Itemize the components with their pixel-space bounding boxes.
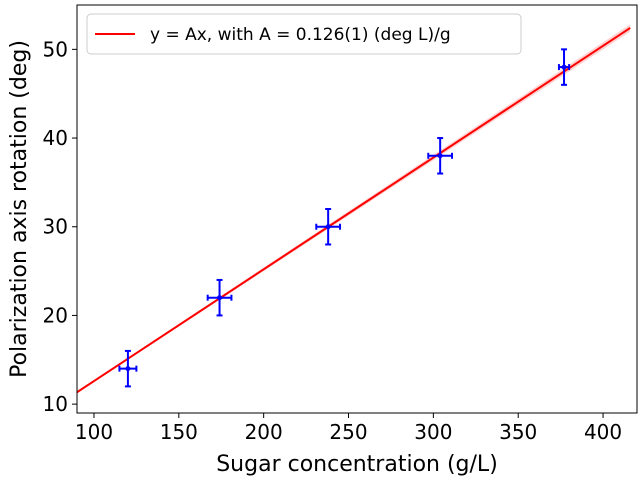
data-point-1 — [118, 349, 138, 388]
y-tick-label: 10 — [43, 392, 68, 416]
data-point-marker — [217, 295, 223, 301]
x-tick-label: 100 — [75, 420, 113, 444]
plot-frame — [76, 4, 638, 414]
y-tick-label: 40 — [43, 126, 68, 150]
x-tick-label: 200 — [245, 420, 283, 444]
data-point-marker — [437, 153, 443, 159]
x-tick-label: 250 — [329, 420, 367, 444]
legend-frame — [86, 13, 522, 55]
x-axis-label: Sugar concentration (g/L) — [216, 452, 498, 477]
x-tick-label: 150 — [160, 420, 198, 444]
fit-line — [77, 27, 631, 394]
data-point-marker — [561, 64, 567, 70]
legend: y = Ax, with A = 0.126(1) (deg L)/g — [86, 13, 522, 55]
y-tick-label: 20 — [43, 303, 68, 327]
data-point-marker — [125, 366, 131, 372]
x-tick-label: 350 — [499, 420, 537, 444]
y-axis-label: Polarization axis rotation (deg) — [7, 40, 32, 378]
data-point-5 — [557, 48, 571, 86]
x-tick-label: 300 — [414, 420, 452, 444]
data-point-3 — [315, 208, 342, 246]
data-point-4 — [427, 137, 454, 175]
data-points — [118, 48, 571, 388]
data-point-marker — [325, 224, 331, 230]
data-point-2 — [206, 278, 233, 317]
x-tick-label: 400 — [584, 420, 622, 444]
y-tick-label: 30 — [43, 215, 68, 239]
legend-fit-label: y = Ax, with A = 0.126(1) (deg L)/g — [150, 25, 451, 45]
fit-group — [77, 24, 631, 394]
y-tick-label: 50 — [43, 37, 68, 61]
plot-area — [76, 4, 638, 414]
x-axis-ticks: 100 150 200 250 300 350 400 — [75, 413, 622, 444]
y-axis-ticks: 10 20 30 40 50 — [43, 37, 77, 416]
